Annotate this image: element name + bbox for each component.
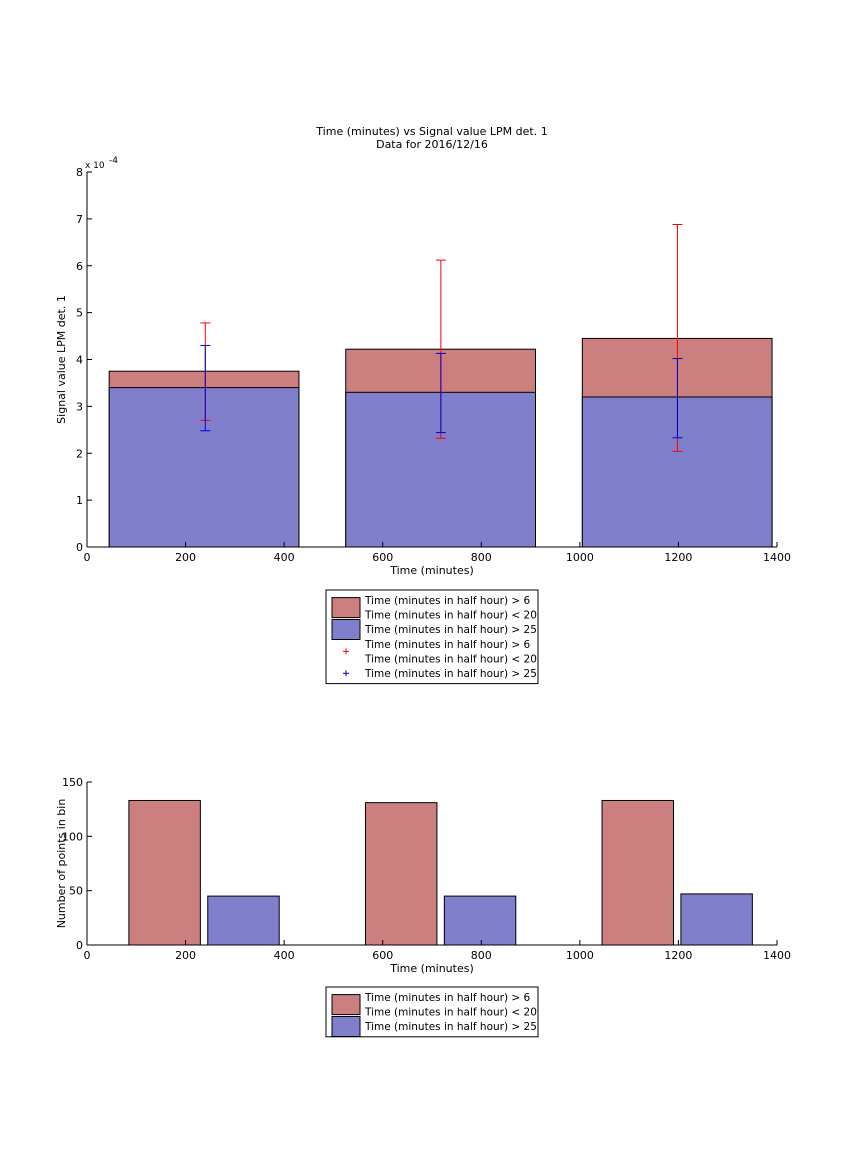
y-tick-label: 50: [69, 885, 83, 898]
x-tick-label: 1400: [763, 551, 791, 564]
count-bar-red-1: [128, 799, 201, 946]
count-bars-group: [128, 799, 753, 946]
y-axis-label: Signal value LPM det. 1: [55, 295, 68, 424]
legend-label: Time (minutes in half hour) > 25: [364, 1021, 537, 1033]
x-axis-label: Time (minutes): [389, 564, 474, 577]
y-tick-label: 1: [76, 494, 83, 507]
y-tick-label: 3: [76, 400, 83, 413]
axes-2: 0 200 400 600 800 1000 1200 1400 0 50 100 150 Time (…: [55, 776, 791, 975]
legend-label: Time (minutes in half hour) < 20: [364, 1007, 537, 1019]
axes-1: 0 200 400 600 800 1000 1200 1400 0 1 2 3 4 5 6 7 8 Time (…: [55, 166, 791, 577]
y-tick-label: 7: [76, 213, 83, 226]
chart-title-line: Time (minutes) vs Signal value LPM det. …: [315, 125, 547, 138]
x-tick-label: 400: [274, 949, 295, 962]
x-tick-label: 1000: [566, 949, 594, 962]
y-axis-label: Number of points in bin: [55, 799, 68, 929]
x-tick-label: 800: [471, 551, 492, 564]
y-tick-label: 100: [62, 830, 83, 843]
legend-label: Time (minutes in half hour) < 20: [364, 653, 537, 665]
legend-label: Time (minutes in half hour) < 20: [364, 610, 537, 622]
legend-2: Time (minutes in half hour) > 6 Time (min…: [325, 986, 539, 1038]
x-tick-label: 400: [274, 551, 295, 564]
bar-blue-bin-1: [108, 387, 300, 548]
y-tick-label: 0: [76, 939, 83, 952]
y-tick-label: 4: [76, 354, 83, 367]
count-bar-blue-6: [680, 893, 753, 946]
y-tick-label: 5: [76, 307, 83, 320]
x-tick-label: 200: [175, 551, 196, 564]
count-bar-red-3: [364, 802, 438, 946]
y-exponent-power: -4: [109, 156, 118, 166]
x-tick-label: 600: [372, 551, 393, 564]
legend-swatch-red: [331, 597, 361, 619]
x-tick-label: 1200: [664, 949, 692, 962]
errorbars-group: [200, 224, 683, 452]
legend-box: [325, 986, 539, 1038]
y-tick-label: 6: [76, 260, 83, 273]
x-tick-label: 1400: [763, 949, 791, 962]
legend-label: Time (minutes in half hour) > 6: [364, 992, 531, 1004]
x-axis-label: Time (minutes): [389, 962, 474, 975]
legend-swatch-red: [331, 994, 361, 1016]
x-tick-label: 0: [84, 949, 91, 962]
legend-label: Time (minutes in half hour) > 25: [364, 624, 537, 636]
x-tick-label: 1000: [566, 551, 594, 564]
legend-box: [325, 589, 539, 685]
legend-swatch-blue: [331, 1016, 361, 1037]
x-tick-label: 200: [175, 949, 196, 962]
y-tick-label: 0: [76, 541, 83, 554]
count-bar-blue-4: [443, 895, 517, 946]
x-tick-label: 800: [471, 949, 492, 962]
count-bar-blue-2: [207, 895, 280, 946]
x-tick-label: 600: [372, 949, 393, 962]
legend-swatch-blue: [331, 619, 361, 640]
y-tick-label: 2: [76, 447, 83, 460]
y-tick-label: 8: [76, 166, 83, 179]
legend-1: Time (minutes in half hour) > 6 Time (min…: [325, 589, 539, 685]
y-tick-label: 150: [62, 776, 83, 789]
x-tick-label: 1200: [664, 551, 692, 564]
count-bar-red-5: [601, 799, 674, 946]
legend-label: Time (minutes in half hour) > 6: [364, 595, 531, 607]
legend-label: Time (minutes in half hour) > 6: [364, 639, 531, 651]
chart-title-line: Data for 2016/12/16: [376, 138, 488, 151]
x-tick-label: 0: [84, 551, 91, 564]
y-exponent-label: x 10: [85, 161, 105, 171]
legend-label: Time (minutes in half hour) > 25: [364, 668, 537, 680]
